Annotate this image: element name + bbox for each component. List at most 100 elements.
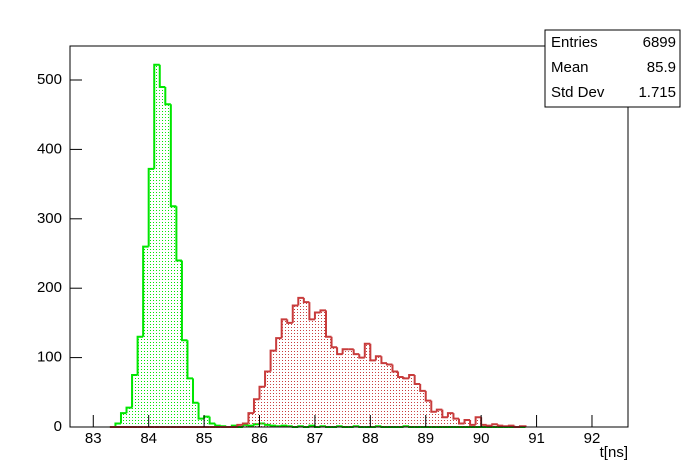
histogram-bin-fill: [492, 424, 498, 427]
histogram-bin-outline: [469, 420, 476, 426]
histogram-bin-fill: [137, 336, 144, 427]
histogram-bin-outline: [408, 373, 415, 379]
histogram-bin-fill: [442, 417, 448, 427]
histogram-bin-outline: [413, 374, 421, 385]
histogram-bin-fill: [248, 413, 254, 427]
histogram-bin-fill: [181, 340, 188, 427]
y-tick-label: 0: [54, 418, 62, 435]
histogram-bin-outline: [147, 167, 155, 247]
stats-value: 1.715: [638, 84, 676, 101]
histogram-bin-fill: [187, 378, 194, 427]
histogram-bin-outline: [264, 370, 271, 387]
histogram-bin-outline: [158, 64, 166, 88]
histogram-bin-fill: [331, 347, 338, 427]
histogram-bin-outline: [153, 63, 160, 169]
histogram-bin-fill: [398, 377, 404, 427]
histogram-bin-outline: [192, 378, 199, 404]
histogram-bin-fill: [481, 424, 487, 427]
histogram-bin-fill: [303, 302, 310, 427]
histogram-bin-fill: [198, 418, 205, 427]
histogram-bin-fill: [176, 260, 182, 427]
x-tick-label: 90: [473, 430, 490, 447]
histogram-bin-outline: [214, 423, 221, 427]
histogram-bin-fill: [375, 356, 382, 427]
histogram-bin-fill: [392, 371, 399, 427]
histogram-bin-fill: [458, 423, 465, 427]
histogram-bin-fill: [193, 402, 199, 427]
histogram-bin-outline: [441, 409, 448, 419]
histogram-bin-outline: [269, 349, 277, 372]
histogram-bin-outline: [258, 385, 266, 400]
histogram-bin-outline: [197, 402, 205, 420]
histogram-bin-fill: [204, 416, 210, 427]
histogram-bin-outline: [496, 424, 504, 427]
stats-value: 6899: [643, 34, 676, 51]
x-tick-label: 85: [196, 430, 213, 447]
histogram-bin-outline: [430, 400, 437, 413]
histogram-bin-fill: [475, 417, 482, 427]
y-tick-label: 300: [37, 210, 62, 227]
histogram-bin-fill: [342, 349, 349, 427]
histogram-bin-fill: [287, 322, 293, 427]
histogram-bin-fill: [447, 413, 454, 427]
histogram-bin-outline: [247, 412, 254, 424]
histogram-bin-outline: [180, 260, 188, 342]
histogram-bin-outline: [236, 423, 243, 427]
histogram-bin-outline: [164, 86, 171, 106]
histogram-bin-fill: [464, 420, 471, 427]
histogram-bin-fill: [453, 418, 459, 427]
x-tick-label: 86: [251, 430, 268, 447]
histogram-bin-outline: [341, 348, 349, 355]
histogram-bin-outline: [457, 418, 465, 425]
histogram-bin-fill: [132, 374, 138, 427]
histogram-bin-fill: [154, 64, 160, 427]
histogram-bin-outline: [252, 398, 260, 414]
histogram-bin-outline: [502, 425, 509, 428]
histogram-bin-outline: [369, 343, 376, 362]
histogram-bin-outline: [402, 377, 410, 380]
histogram-bin-fill: [314, 312, 321, 427]
histogram-bin-fill: [364, 343, 371, 427]
histogram-bin-outline: [352, 349, 360, 356]
histogram-bin-fill: [409, 374, 415, 427]
histogram-bin-fill: [281, 319, 288, 427]
histogram-bin-fill: [353, 354, 360, 427]
histogram-bin-fill: [431, 411, 437, 427]
stats-label: Mean: [551, 59, 589, 76]
histogram-bin-fill: [348, 349, 354, 427]
histogram-bin-outline: [330, 336, 338, 349]
histogram-bin-outline: [358, 354, 365, 359]
histogram-bin-outline: [286, 319, 293, 324]
histogram-bin-fill: [309, 319, 315, 427]
histogram-bin-outline: [463, 419, 471, 424]
plot-frame: [69, 45, 629, 428]
histogram-bin-outline: [302, 297, 310, 304]
histogram-bin-fill: [276, 338, 282, 427]
histogram-bin-fill: [326, 336, 332, 427]
histogram-bin-outline: [186, 340, 194, 380]
histogram-bin-fill: [265, 371, 271, 427]
y-tick-label: 400: [37, 140, 62, 157]
x-tick-label: 92: [584, 430, 601, 447]
histogram-bin-outline: [241, 422, 249, 425]
histogram-bin-fill: [259, 386, 266, 427]
x-tick-label: 83: [85, 430, 102, 447]
histogram-bin-outline: [452, 413, 459, 420]
histogram-bin-outline: [507, 424, 515, 427]
histogram-bin-fill: [165, 104, 171, 428]
histogram-bin-fill: [120, 413, 127, 427]
histogram-bin-outline: [313, 311, 321, 320]
histogram-bin-fill: [253, 399, 260, 427]
histogram-bin-fill: [143, 246, 149, 427]
stats-frame: [544, 29, 681, 108]
histogram-bin-fill: [170, 206, 177, 427]
histogram-bin-outline: [114, 422, 121, 427]
histogram-bin-fill: [237, 424, 243, 427]
histogram-bin-outline: [385, 363, 393, 366]
histogram-bin-outline: [280, 318, 288, 339]
histogram-bin-fill: [337, 354, 343, 427]
histogram-bin-outline: [125, 406, 133, 414]
histogram-bin-outline: [308, 302, 315, 321]
histogram-bin-fill: [209, 423, 216, 427]
